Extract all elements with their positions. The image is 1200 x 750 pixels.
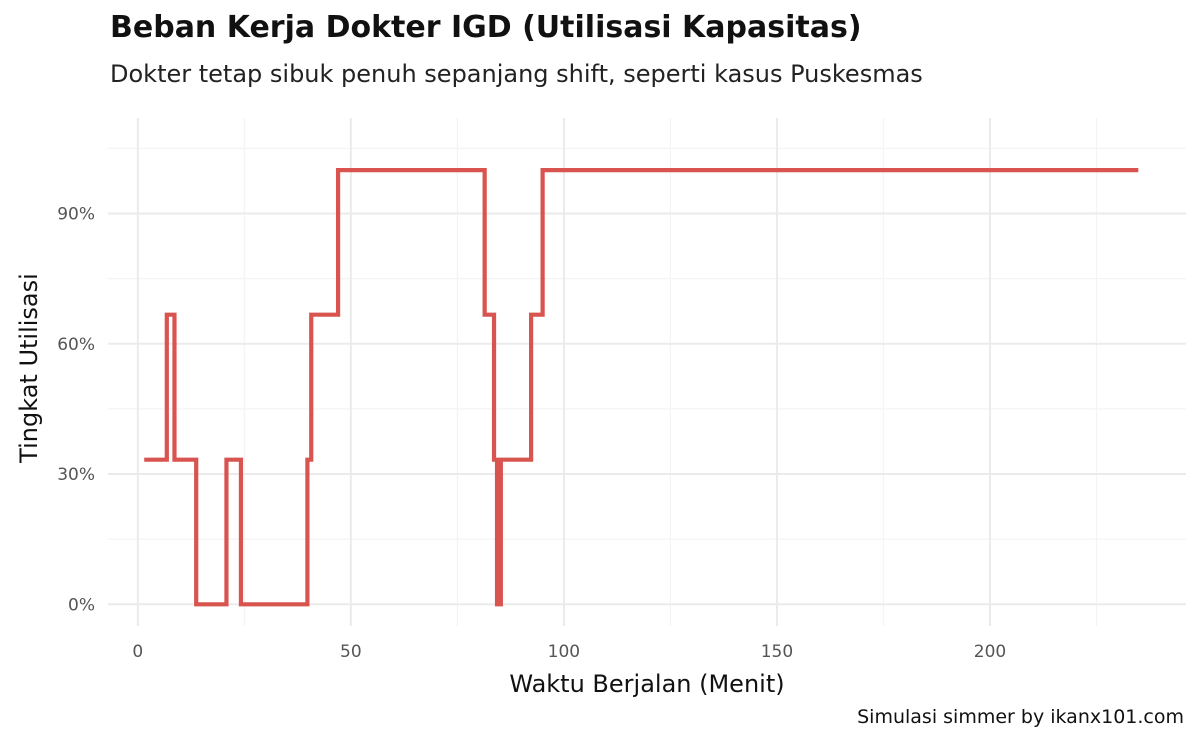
chart-subtitle: Dokter tetap sibuk penuh sepanjang shift… bbox=[110, 60, 923, 88]
grid-major bbox=[108, 118, 1186, 626]
utilization-series-line bbox=[144, 168, 1139, 607]
y-tick-label: 0% bbox=[68, 595, 95, 615]
y-axis-title: Tingkat Utilisasi bbox=[15, 273, 43, 464]
series-layer bbox=[144, 168, 1139, 607]
y-tick-label: 60% bbox=[57, 335, 95, 355]
x-axis-title: Waktu Berjalan (Menit) bbox=[509, 670, 784, 698]
x-tick-label: 0 bbox=[132, 642, 143, 662]
x-tick-label: 200 bbox=[974, 642, 1006, 662]
y-tick-labels: 0% 30% 60% 90% bbox=[57, 205, 95, 616]
x-tick-label: 50 bbox=[340, 642, 362, 662]
chart-caption: Simulasi simmer by ikanx101.com bbox=[857, 706, 1184, 728]
grid-minor bbox=[108, 118, 1186, 626]
x-tick-label: 100 bbox=[548, 642, 580, 662]
x-tick-label: 150 bbox=[761, 642, 793, 662]
x-tick-labels: 0 50 100 150 200 bbox=[132, 642, 1006, 662]
y-tick-label: 90% bbox=[57, 205, 95, 225]
chart-title: Beban Kerja Dokter IGD (Utilisasi Kapasi… bbox=[110, 10, 862, 45]
y-tick-label: 30% bbox=[57, 465, 95, 485]
